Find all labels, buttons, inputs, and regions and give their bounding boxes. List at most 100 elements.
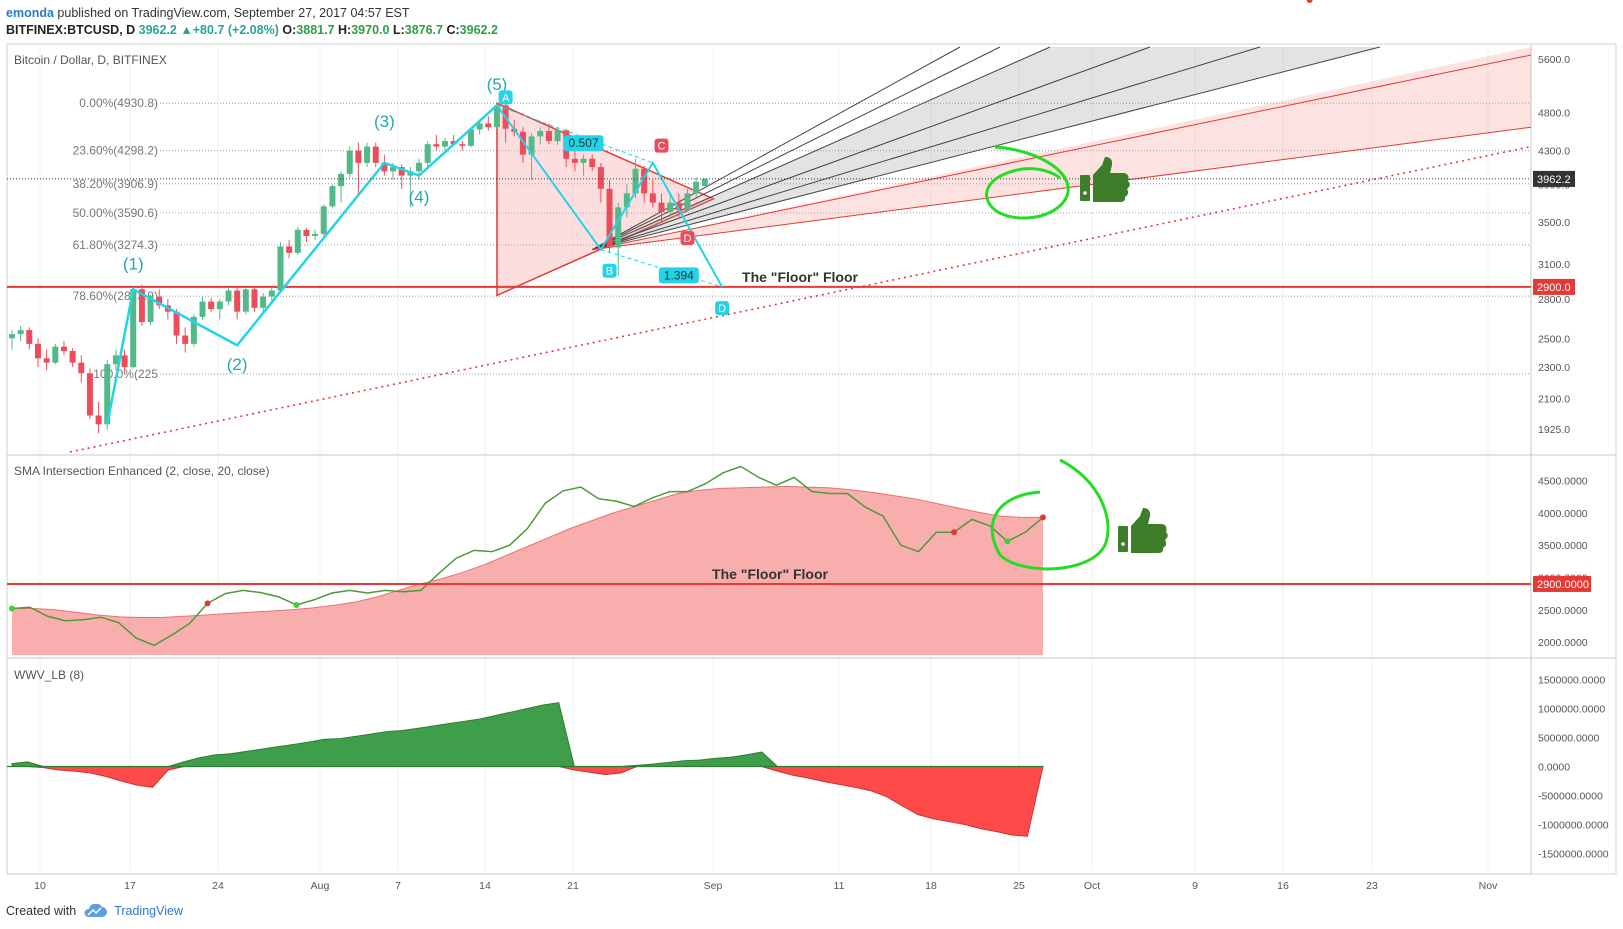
- wwv-tick-label: 1000000.0000: [1538, 703, 1605, 715]
- candle-body: [528, 136, 535, 155]
- candle-body: [485, 123, 492, 128]
- pattern-point-badge: [498, 90, 513, 105]
- wwv-pane[interactable]: 1500000.0000 1000000.0000 500000.0000 0.000…: [7, 674, 1609, 861]
- wave-label: (2): [227, 355, 248, 374]
- price-change: +80.7 (+2.08%): [192, 23, 279, 37]
- candle-body: [225, 290, 232, 302]
- candle-body: [675, 202, 682, 211]
- floor-text: The "Floor" Floor: [712, 566, 828, 582]
- candle-body: [519, 131, 526, 155]
- candle-body: [78, 362, 85, 374]
- chart-header: emonda published on TradingView.com, Sep…: [6, 2, 1616, 42]
- elliott-wave-line: [106, 104, 498, 425]
- candle-body: [294, 229, 301, 253]
- cross-down-dot: [951, 529, 958, 536]
- candle-body: [52, 346, 59, 363]
- floor-value-tag-label: 2900.0000: [1537, 579, 1589, 591]
- candle-body: [208, 301, 215, 310]
- candle-body: [182, 335, 189, 344]
- wwv-positive-area: [11, 702, 1043, 767]
- wwv-negative-area: [12, 766, 1044, 837]
- candle-body: [26, 330, 33, 344]
- candle-body: [130, 289, 137, 368]
- candle-body: [623, 193, 630, 208]
- candle-body: [346, 150, 353, 174]
- candle-body: [234, 290, 241, 312]
- publish-info: published on TradingView.com, September …: [57, 6, 410, 20]
- ratio-label: 1.394: [664, 268, 694, 282]
- created-with-text: Created with: [6, 904, 77, 918]
- sma-pane[interactable]: The "Floor" Floor 4500.0000 4000.0000 3500.…: [7, 0, 1591, 655]
- candle-body: [693, 181, 700, 194]
- candle-body: [641, 168, 648, 194]
- wwv-tick-label: -500000.0000: [1538, 791, 1603, 803]
- main-price-pane[interactable]: 0.00%(4930.8) 23.60%(4298.2) 38.20%(3906.9…: [7, 46, 1575, 453]
- time-tick-label: 23: [1366, 880, 1378, 892]
- candle-body: [138, 289, 145, 323]
- fib-level-label: 0.00%(4930.8): [79, 96, 158, 110]
- cross-up-dot: [9, 605, 15, 612]
- time-tick-label: 10: [34, 880, 46, 892]
- candle-body: [580, 158, 587, 163]
- candle-body: [398, 167, 405, 176]
- candle-body: [442, 141, 448, 147]
- candle-body: [286, 246, 293, 253]
- pattern-point-label: B: [606, 266, 613, 278]
- price-tick-label: 3100.0: [1538, 259, 1570, 271]
- candle-body: [545, 131, 552, 142]
- candle-body: [615, 207, 622, 248]
- fan-area-red: [592, 47, 1531, 250]
- candle-body: [597, 167, 604, 189]
- fan-line: [592, 46, 1151, 251]
- fan-line: [591, 46, 961, 251]
- time-tick-label: 11: [834, 880, 845, 892]
- candle-body: [372, 146, 379, 163]
- sma-tick-label: 4500.0000: [1538, 476, 1588, 488]
- cross-up-dot: [293, 601, 300, 608]
- time-tick-label: 16: [1277, 880, 1289, 892]
- candle-body: [9, 334, 15, 339]
- candle-body: [303, 229, 310, 236]
- floor-price-tag-label: 2900.0: [1537, 282, 1571, 294]
- time-tick-label: Nov: [1479, 880, 1498, 892]
- fan-line-red: [592, 54, 1532, 251]
- candle-body: [658, 202, 665, 213]
- time-tick-label: Aug: [311, 880, 330, 892]
- candle-body: [277, 246, 284, 291]
- candle-body: [701, 178, 708, 187]
- sma-pane-title: SMA Intersection Enhanced (2, close, 20,…: [14, 464, 269, 478]
- candle-body: [86, 373, 93, 416]
- close-label: C:: [446, 23, 460, 37]
- hand-drawn-circle: [985, 145, 1070, 220]
- symbol-label: BITFINEX:BTCUSD, D: [6, 23, 136, 37]
- fan-line: [591, 46, 1001, 251]
- ohlc-line: BITFINEX:BTCUSD, D 3962.2 ▲+80.7 (+2.08%…: [6, 23, 498, 37]
- candle-body: [537, 131, 544, 137]
- author-link[interactable]: emonda: [6, 6, 54, 20]
- ratio-label: 0.507: [569, 136, 599, 150]
- candle-body: [147, 296, 154, 323]
- time-tick-label: 21: [567, 880, 579, 892]
- pattern-point-badge: [602, 263, 617, 278]
- thumb-hand: [1093, 157, 1130, 202]
- fib-level-label: 100.0%(225: [93, 367, 158, 381]
- fib-level-label: 61.80%(3274.3): [73, 238, 158, 252]
- pattern-point-label: C: [658, 141, 666, 153]
- open-value: 3881.7: [296, 23, 335, 37]
- candle-body: [156, 296, 163, 306]
- candle-body: [606, 188, 613, 248]
- candle-body: [95, 415, 102, 425]
- tradingview-brand-link[interactable]: TradingView: [114, 904, 183, 918]
- candle-body: [312, 233, 319, 236]
- wave-label: (1): [123, 254, 144, 273]
- candle-body: [554, 130, 561, 142]
- sma-tick-label: 3500.0000: [1538, 540, 1588, 552]
- tradingview-cloud-icon: [84, 904, 108, 917]
- candle-body: [242, 289, 249, 312]
- hand-drawn-circle: [990, 458, 1110, 571]
- price-tick-label: 5600.0: [1538, 54, 1570, 66]
- fan-line-red: [592, 126, 1532, 251]
- time-tick-label: 9: [1192, 880, 1198, 892]
- projection-point-label: D: [684, 233, 692, 245]
